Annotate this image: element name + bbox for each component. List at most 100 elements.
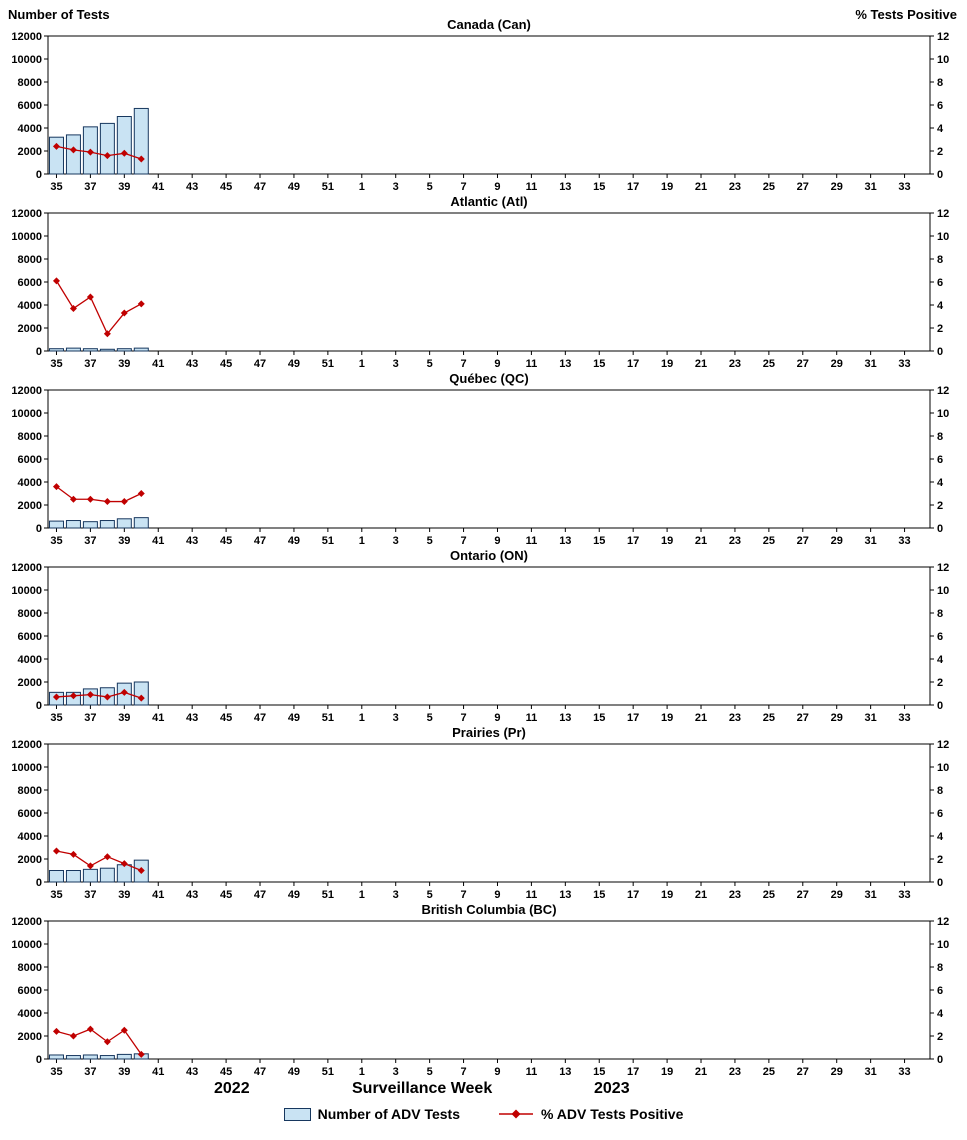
left-tick-label: 4000 <box>18 1008 42 1020</box>
week-tick-label: 39 <box>118 889 130 899</box>
week-tick-label: 13 <box>559 889 571 899</box>
week-tick-label: 29 <box>831 889 843 899</box>
year-2023-label: 2023 <box>594 1080 630 1097</box>
week-tick-label: 21 <box>695 181 707 191</box>
left-tick-label: 12000 <box>11 208 42 220</box>
right-tick-label: 10 <box>937 939 949 951</box>
week-tick-label: 31 <box>865 1066 877 1076</box>
week-tick-label: 23 <box>729 712 741 722</box>
week-tick-label: 29 <box>831 535 843 545</box>
week-tick-label: 27 <box>797 181 809 191</box>
week-tick-label: 1 <box>359 535 365 545</box>
week-tick-label: 35 <box>50 535 62 545</box>
week-tick-label: 25 <box>763 181 775 191</box>
right-tick-label: 4 <box>937 654 944 666</box>
week-tick-label: 17 <box>627 1066 639 1076</box>
week-tick-label: 23 <box>729 535 741 545</box>
left-tick-label: 10000 <box>11 231 42 243</box>
week-tick-label: 13 <box>559 1066 571 1076</box>
week-tick-label: 41 <box>152 889 164 899</box>
week-tick-label: 13 <box>559 358 571 368</box>
week-tick-label: 43 <box>186 181 198 191</box>
week-tick-label: 5 <box>427 358 433 368</box>
week-tick-label: 33 <box>898 535 910 545</box>
bar-week-38 <box>99 867 115 883</box>
chart-panel-british-columbia: British Columbia (BC)0200040006000800010… <box>11 902 949 1076</box>
week-tick-label: 29 <box>831 358 843 368</box>
week-tick-label: 29 <box>831 712 843 722</box>
right-tick-label: 0 <box>937 700 943 712</box>
week-tick-label: 41 <box>152 358 164 368</box>
left-tick-label: 0 <box>36 700 42 712</box>
marker-week-37 <box>86 691 94 699</box>
left-tick-label: 8000 <box>18 77 42 89</box>
week-tick-label: 51 <box>322 712 334 722</box>
marker-week-40 <box>137 490 145 497</box>
week-tick-label: 3 <box>393 535 399 545</box>
bar-week-38 <box>99 348 115 352</box>
left-tick-label: 10000 <box>11 762 42 774</box>
chart-panels: Canada (Can) 0 2000 4000 6000 8000 10000 12000 0… <box>0 14 967 1076</box>
week-tick-label: 25 <box>763 358 775 368</box>
week-tick-label: 11 <box>526 535 538 545</box>
week-tick-label: 51 <box>322 358 334 368</box>
week-tick-label: 25 <box>763 889 775 899</box>
week-tick-label: 45 <box>220 535 232 545</box>
bar-week-39 <box>116 518 132 529</box>
week-tick-label: 3 <box>393 1066 399 1076</box>
week-tick-label: 19 <box>661 712 673 722</box>
panel-title: Atlantic (Atl) <box>450 194 527 209</box>
week-tick-label: 13 <box>559 181 571 191</box>
bar-week-35 <box>48 348 64 352</box>
bar-week-39 <box>116 1053 132 1060</box>
week-tick-label: 35 <box>50 889 62 899</box>
marker-week-36 <box>69 1032 77 1040</box>
right-tick-label: 12 <box>937 208 949 220</box>
chart-panel-prairies: Prairies (Pr) 0 2000 4000 6000 8000 10000 12000… <box>11 725 949 899</box>
marker-week-37 <box>86 293 94 301</box>
left-tick-label: 6000 <box>18 277 42 289</box>
panel-title: Ontario (ON) <box>450 548 528 563</box>
right-tick-label: 8 <box>937 431 943 443</box>
panel-title: British Columbia (BC) <box>421 902 556 917</box>
plot-frame <box>47 35 931 175</box>
legend-bar-label: Number of ADV Tests <box>317 1106 460 1122</box>
week-tick-label: 5 <box>427 712 433 722</box>
marker-week-36 <box>69 692 77 700</box>
left-tick-label: 8000 <box>18 962 42 974</box>
week-tick-label: 15 <box>593 1066 605 1076</box>
plot-frame <box>47 212 931 352</box>
week-tick-label: 25 <box>763 1066 775 1076</box>
week-tick-label: 49 <box>288 1066 300 1076</box>
left-tick-label: 10000 <box>11 408 42 420</box>
marker-week-38 <box>103 1038 111 1046</box>
right-tick-label: 6 <box>937 277 943 289</box>
right-tick-label: 10 <box>937 762 949 774</box>
left-tick-label: 2000 <box>18 146 42 158</box>
bar-week-39 <box>116 864 132 883</box>
week-tick-label: 45 <box>220 1066 232 1076</box>
marker-week-39 <box>120 688 128 696</box>
week-tick-label: 11 <box>526 358 538 368</box>
week-tick-label: 7 <box>460 181 466 191</box>
left-tick-label: 4000 <box>18 654 42 666</box>
week-tick-label: 35 <box>50 358 62 368</box>
week-tick-label: 49 <box>288 889 300 899</box>
chart-panel-quebec: Québec (QC) 0 2000 4000 6000 8000 10000 12000 0 2… <box>11 371 949 545</box>
week-tick-label: 27 <box>797 358 809 368</box>
tests-bars <box>48 517 149 529</box>
left-tick-label: 10000 <box>11 585 42 597</box>
marker-week-40 <box>137 155 145 163</box>
week-tick-label: 37 <box>84 181 96 191</box>
right-tick-label: 6 <box>937 985 943 997</box>
marker-week-35 <box>52 1027 60 1035</box>
week-tick-label: 25 <box>763 535 775 545</box>
week-tick-label: 15 <box>593 181 605 191</box>
bar-week-36 <box>65 347 81 352</box>
right-tick-label: 8 <box>937 785 943 797</box>
week-tick-label: 35 <box>50 1066 62 1076</box>
right-tick-label: 0 <box>937 346 943 358</box>
right-tick-label: 6 <box>937 631 943 643</box>
week-tick-label: 31 <box>865 358 877 368</box>
right-tick-label: 0 <box>937 1054 943 1066</box>
